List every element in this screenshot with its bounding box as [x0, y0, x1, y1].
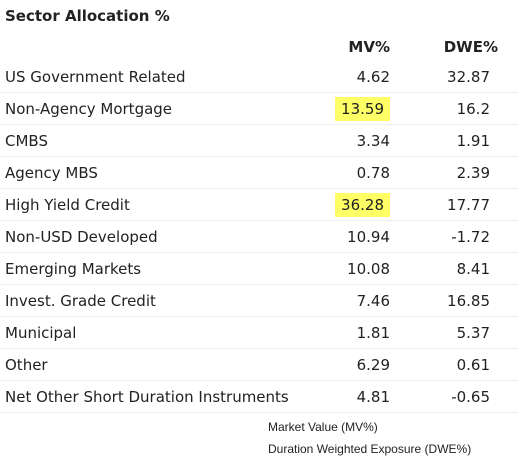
- cell-wrap: 36.28: [330, 189, 394, 221]
- footnote: Market Value (MV%): [268, 420, 378, 434]
- cell-wrap: Emerging Markets: [0, 253, 330, 285]
- cell-value: 10.08: [347, 259, 390, 278]
- table-row: Municipal 1.81 5.37: [0, 317, 518, 349]
- cell-wrap: 0.61: [394, 349, 518, 381]
- table-row: High Yield Credit 36.28 17.77: [0, 189, 518, 221]
- allocation-table: MV% DWE% US Government Related 4.62 32.87 N…: [0, 33, 518, 413]
- row-label: Net Other Short Duration Instruments: [5, 387, 289, 406]
- table-row: Agency MBS 0.78 2.39: [0, 157, 518, 189]
- title: Sector Allocation %: [5, 7, 170, 25]
- cell-value: 17.77: [447, 195, 490, 214]
- cell-wrap: Municipal: [0, 317, 330, 349]
- header-row: MV% DWE%: [0, 33, 518, 61]
- cell-wrap: 1.91: [394, 125, 518, 157]
- column-header: DWE%: [443, 38, 498, 56]
- cell-wrap: 3.34: [330, 125, 394, 157]
- cell-wrap: 4.81: [330, 381, 394, 413]
- cell-wrap: -1.72: [394, 221, 518, 253]
- row-label: US Government Related: [5, 67, 186, 86]
- cell-value: -0.65: [451, 387, 490, 406]
- table-row: Emerging Markets 10.08 8.41: [0, 253, 518, 285]
- cell-value: 4.81: [356, 387, 390, 406]
- cell-value: 4.62: [356, 67, 390, 86]
- cell-value: 6.29: [356, 355, 390, 374]
- table-row: Non-Agency Mortgage 13.59 16.2: [0, 93, 518, 125]
- cell-wrap: Non-USD Developed: [0, 221, 330, 253]
- cell-wrap: 1.81: [330, 317, 394, 349]
- cell-value: 0.78: [356, 163, 390, 182]
- blank: [0, 33, 330, 61]
- cell-wrap: 32.87: [394, 61, 518, 93]
- cell-wrap: Agency MBS: [0, 157, 330, 189]
- cell-value: 2.39: [456, 163, 490, 182]
- cell-value: 3.34: [356, 131, 390, 150]
- cell-wrap: Net Other Short Duration Instruments: [0, 381, 330, 413]
- column-header: MV%: [348, 38, 390, 56]
- cell-value: 8.41: [456, 259, 490, 278]
- cell-value: 7.46: [356, 291, 390, 310]
- row-label: Non-Agency Mortgage: [5, 99, 173, 118]
- table-row: CMBS 3.34 1.91: [0, 125, 518, 157]
- row-label: Municipal: [5, 323, 77, 342]
- row-label: Agency MBS: [5, 163, 98, 182]
- cell-wrap: 4.62: [330, 61, 394, 93]
- cell-value: 10.94: [347, 227, 390, 246]
- cell-value: -1.72: [451, 227, 490, 246]
- cell-wrap: 5.37: [394, 317, 518, 349]
- row-label: Non-USD Developed: [5, 227, 158, 246]
- cell-wrap: 7.46: [330, 285, 394, 317]
- cell-wrap: 16.2: [394, 93, 518, 125]
- cell-wrap: Other: [0, 349, 330, 381]
- row-label: Emerging Markets: [5, 259, 142, 278]
- table-row: US Government Related 4.62 32.87: [0, 61, 518, 93]
- row-label: Other: [5, 355, 48, 374]
- cell-value: 16.2: [456, 99, 490, 118]
- cell-wrap: 10.08: [330, 253, 394, 285]
- cell-value: 13.59: [335, 96, 390, 121]
- cell-wrap: 8.41: [394, 253, 518, 285]
- cell-wrap: 0.78: [330, 157, 394, 189]
- cell-wrap: Non-Agency Mortgage: [0, 93, 330, 125]
- cell-wrap: 2.39: [394, 157, 518, 189]
- cell-value: 0.61: [456, 355, 490, 374]
- cell-value: 5.37: [456, 323, 490, 342]
- table-row: Net Other Short Duration Instruments 4.81…: [0, 381, 518, 413]
- row-label: Invest. Grade Credit: [5, 291, 156, 310]
- cell-wrap: 16.85: [394, 285, 518, 317]
- cell-wrap: 10.94: [330, 221, 394, 253]
- cell-wrap: US Government Related: [0, 61, 330, 93]
- cell-wrap: High Yield Credit: [0, 189, 330, 221]
- cell-value: 1.81: [356, 323, 390, 342]
- cell-wrap: Invest. Grade Credit: [0, 285, 330, 317]
- cell-value: 36.28: [335, 192, 390, 217]
- cell-value: 32.87: [447, 67, 490, 86]
- cell-value: 1.91: [456, 131, 490, 150]
- cell-wrap: 17.77: [394, 189, 518, 221]
- footnote: Duration Weighted Exposure (DWE%): [268, 442, 472, 456]
- table-row: Invest. Grade Credit 7.46 16.85: [0, 285, 518, 317]
- cell-wrap: 13.59: [330, 93, 394, 125]
- cell-wrap: -0.65: [394, 381, 518, 413]
- table-row: Other 6.29 0.61: [0, 349, 518, 381]
- row-label: CMBS: [5, 131, 48, 150]
- cell-wrap: CMBS: [0, 125, 330, 157]
- cell-value: 16.85: [447, 291, 490, 310]
- cell-wrap: 6.29: [330, 349, 394, 381]
- row-label: High Yield Credit: [5, 195, 130, 214]
- table-row: Non-USD Developed 10.94 -1.72: [0, 221, 518, 253]
